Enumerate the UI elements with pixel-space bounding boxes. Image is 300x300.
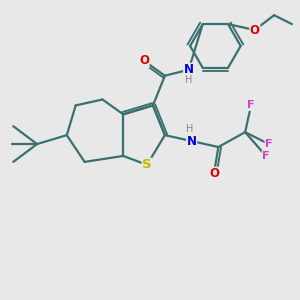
- Text: H: H: [185, 75, 192, 85]
- Text: F: F: [247, 100, 255, 110]
- Text: O: O: [209, 167, 219, 180]
- Text: F: F: [262, 151, 270, 161]
- Text: S: S: [142, 158, 152, 171]
- Text: N: N: [184, 63, 194, 76]
- Text: H: H: [186, 124, 194, 134]
- Text: O: O: [139, 54, 149, 67]
- Text: N: N: [187, 135, 196, 148]
- Text: O: O: [250, 23, 260, 37]
- Text: F: F: [265, 139, 273, 149]
